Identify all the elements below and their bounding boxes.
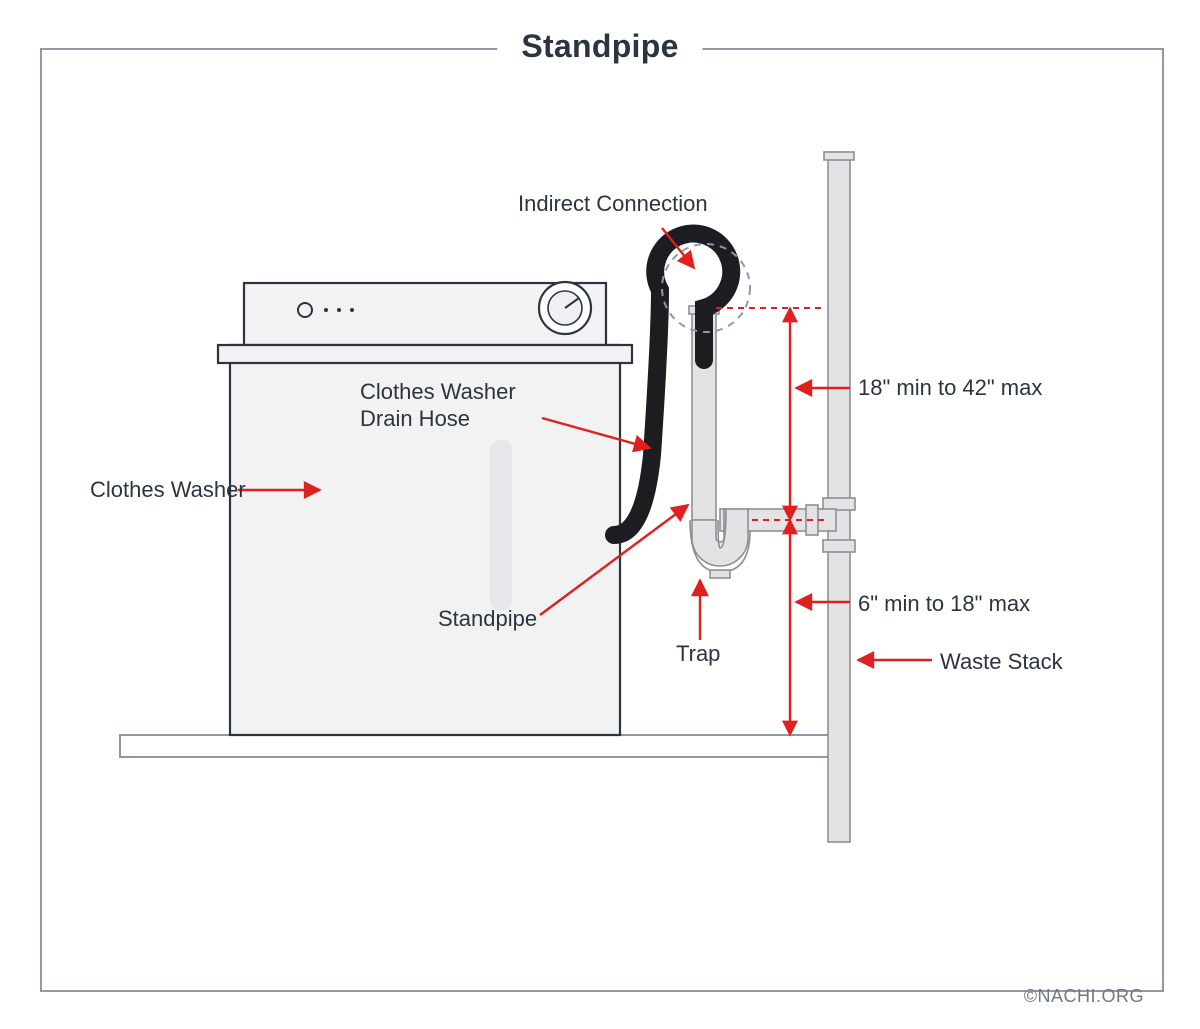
diagram-canvas bbox=[0, 0, 1200, 1029]
label-height-range: 18" min to 42" max bbox=[858, 374, 1042, 402]
credit-text: ©NACHI.ORG bbox=[1024, 986, 1144, 1007]
label-trap: Trap bbox=[676, 640, 720, 668]
label-waste-stack: Waste Stack bbox=[940, 648, 1063, 676]
label-drain-hose-1: Clothes Washer bbox=[360, 378, 516, 406]
label-standpipe: Standpipe bbox=[438, 605, 537, 633]
label-trap-range: 6" min to 18" max bbox=[858, 590, 1030, 618]
label-drain-hose-2: Drain Hose bbox=[360, 405, 470, 433]
label-clothes-washer: Clothes Washer bbox=[90, 476, 246, 504]
label-indirect-connection: Indirect Connection bbox=[518, 190, 708, 218]
